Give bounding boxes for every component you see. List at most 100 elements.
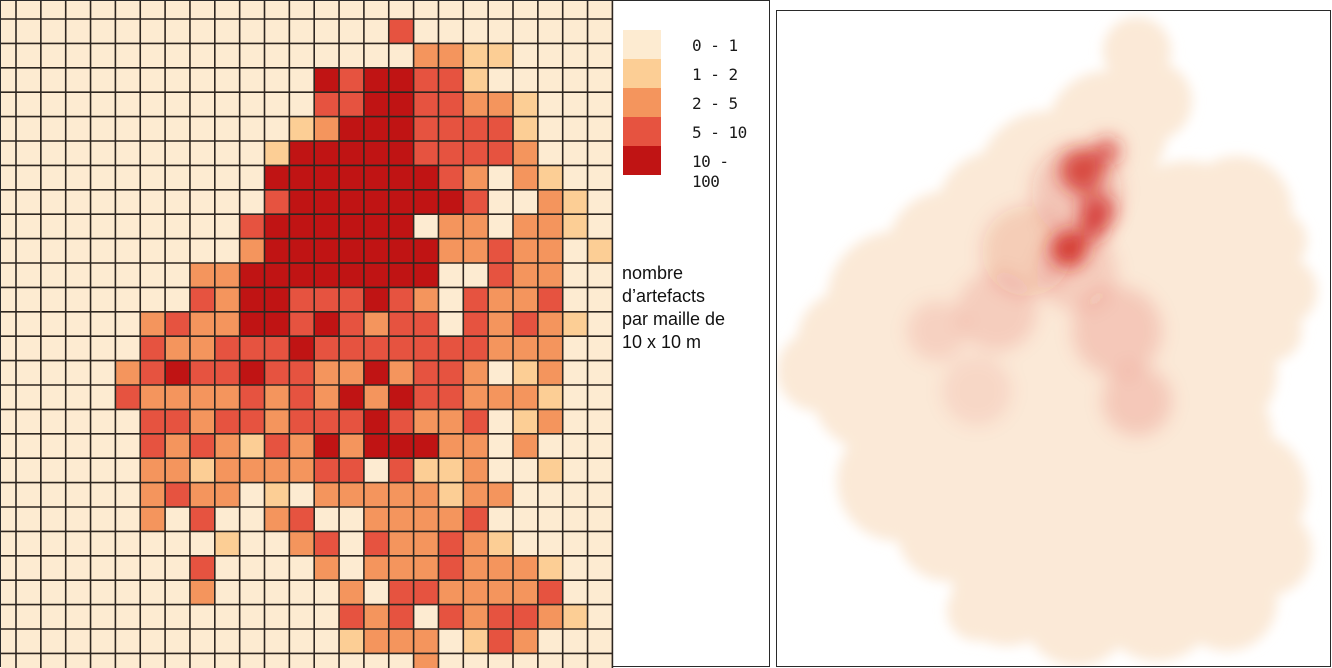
grid-cell	[488, 19, 513, 44]
grid-cell	[488, 360, 513, 385]
grid-cell	[562, 165, 588, 190]
grid-cell	[115, 531, 141, 556]
grid-cell	[65, 555, 91, 581]
legend-label-0-1: 0 - 1	[692, 36, 738, 55]
grid-cell	[289, 458, 315, 483]
grid-cell	[388, 19, 414, 44]
grid-cell	[264, 458, 290, 483]
grid-cell	[90, 214, 116, 239]
grid-cell	[537, 653, 563, 668]
grid-cell	[65, 165, 91, 190]
heatmap-extent-blob	[987, 491, 1107, 611]
grid-cell	[90, 604, 116, 629]
grid-cell	[289, 336, 315, 361]
grid-cell	[463, 19, 489, 44]
heatmap-medium-blob	[907, 301, 967, 361]
grid-cell	[363, 214, 389, 239]
grid-cell	[165, 385, 190, 410]
grid-cell	[537, 507, 563, 532]
grid-cell	[413, 92, 439, 117]
grid-cell	[189, 214, 215, 239]
grid-cell	[165, 629, 190, 654]
grid-cell	[562, 385, 588, 410]
grid-cell	[40, 92, 66, 117]
grid-cell	[413, 409, 439, 434]
grid-cell	[587, 92, 613, 117]
grid-cell	[140, 360, 166, 385]
grid-cell	[90, 263, 116, 288]
grid-cell	[40, 604, 66, 629]
grid-cell	[363, 507, 389, 532]
grid-cell	[463, 433, 489, 459]
grid-cell	[562, 482, 588, 507]
grid-cell	[363, 263, 389, 288]
grid-cell	[314, 653, 340, 668]
grid-cell	[562, 507, 588, 532]
grid-cell	[587, 141, 613, 166]
grid-cell	[239, 580, 265, 605]
grid-cell	[363, 653, 389, 668]
grid-cell	[513, 92, 538, 117]
grid-cell	[214, 385, 240, 410]
grid-cell	[189, 116, 215, 141]
grid-cell	[438, 385, 464, 410]
grid-cell	[438, 629, 464, 654]
grid-cell	[562, 604, 588, 629]
grid-cell	[339, 43, 364, 68]
grid-cell	[239, 116, 265, 141]
grid-cell	[40, 287, 66, 312]
grid-cell	[90, 311, 116, 337]
grid-cell	[513, 360, 538, 385]
grid-cell	[40, 629, 66, 654]
heatmap-extent-blob	[1242, 301, 1302, 361]
grid-cell	[488, 141, 513, 166]
grid-cell	[339, 238, 364, 263]
grid-cell	[488, 116, 513, 141]
grid-cell	[65, 43, 91, 68]
grid-cell	[413, 19, 439, 44]
grid-cell	[264, 311, 290, 337]
grid-cell	[214, 409, 240, 434]
grid-cell	[413, 653, 439, 668]
grid-cell	[339, 263, 364, 288]
grid-cell	[488, 263, 513, 288]
grid-cell	[513, 165, 538, 190]
grid-cell	[463, 189, 489, 215]
grid-cell	[214, 238, 240, 263]
grid-cell	[140, 287, 166, 312]
grid-cell	[140, 336, 166, 361]
grid-cell	[413, 263, 439, 288]
grid-cell	[214, 214, 240, 239]
grid-cell	[239, 336, 265, 361]
grid-cell	[115, 653, 141, 668]
grid-cell	[388, 336, 414, 361]
grid-cell	[264, 43, 290, 68]
grid-cell	[16, 629, 41, 654]
grid-cell	[587, 507, 613, 532]
grid-cell	[289, 19, 315, 44]
grid-cell	[363, 531, 389, 556]
grid-cell	[90, 458, 116, 483]
grid-cell	[314, 629, 340, 654]
grid-cell	[115, 287, 141, 312]
grid-cell	[587, 287, 613, 312]
heatmap-high-density	[1051, 137, 1121, 267]
grid-cell	[189, 433, 215, 459]
grid-cell	[463, 555, 489, 581]
grid-cell	[214, 580, 240, 605]
grid-cell	[16, 67, 41, 93]
grid-cell	[40, 238, 66, 263]
grid-cell	[388, 116, 414, 141]
grid-cell	[115, 311, 141, 337]
grid-cell	[562, 580, 588, 605]
heatmap-hotspot	[1060, 149, 1104, 193]
grid-cell	[140, 263, 166, 288]
grid-cell	[189, 336, 215, 361]
grid-cell	[214, 507, 240, 532]
grid-cell	[413, 336, 439, 361]
grid-cell	[140, 141, 166, 166]
grid-cell	[314, 92, 340, 117]
grid-cell	[289, 263, 315, 288]
grid-cell	[537, 19, 563, 44]
grid-cell	[16, 116, 41, 141]
